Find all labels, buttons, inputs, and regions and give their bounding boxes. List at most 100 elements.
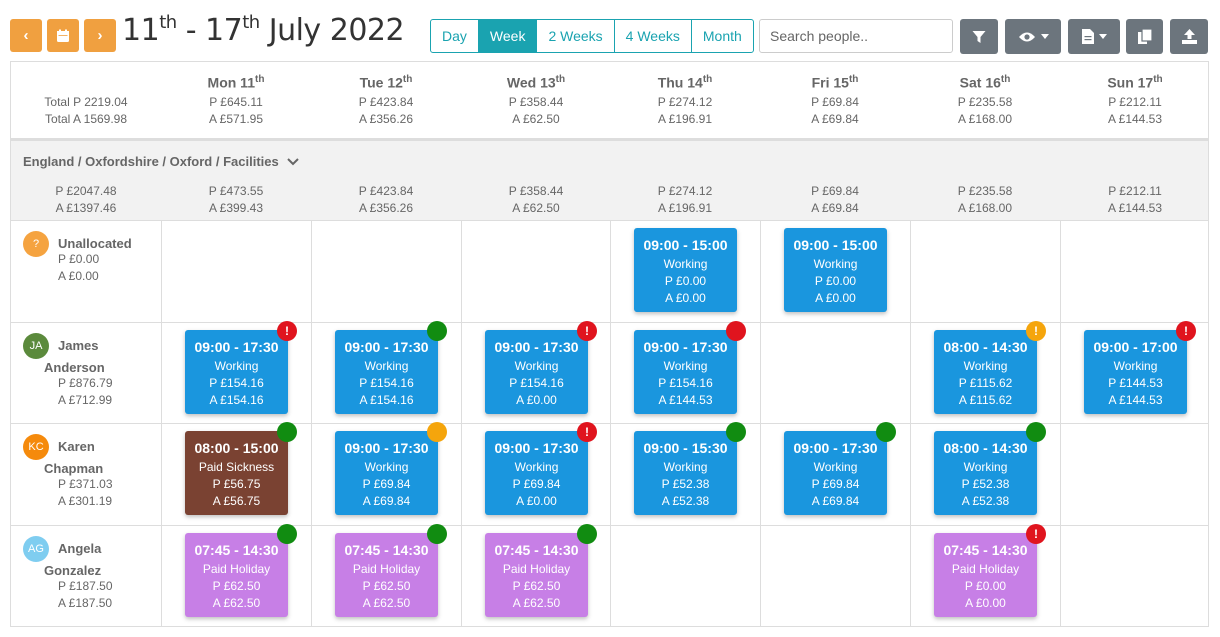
- next-week-button[interactable]: ›: [84, 19, 116, 52]
- search-input[interactable]: [759, 19, 953, 53]
- day-cell[interactable]: [610, 221, 760, 322]
- day-cell[interactable]: [610, 526, 760, 626]
- section-day-totals: P £235.58 A £168.00: [910, 183, 1060, 217]
- person-actual: A £712.99: [58, 393, 113, 407]
- shift-card[interactable]: 09:00 - 17:30 Working P £69.84 A £69.84: [335, 431, 438, 515]
- warning-icon[interactable]: !: [1026, 321, 1046, 341]
- shift-card[interactable]: 09:00 - 17:30 Working P £69.84 A £69.84: [784, 431, 887, 515]
- status-error-icon[interactable]: [726, 321, 746, 341]
- day-cell[interactable]: [461, 323, 611, 423]
- shift-card[interactable]: 09:00 - 17:30 Working P £154.16 A £144.53: [634, 330, 737, 414]
- day-cell[interactable]: [161, 221, 311, 322]
- shift-card[interactable]: 07:45 - 14:30 Paid Holiday P £0.00 A £0.00: [934, 533, 1037, 617]
- shift-planned: P £0.00: [814, 274, 857, 288]
- section-day-planned: P £423.84: [358, 184, 414, 198]
- filter-button[interactable]: [960, 19, 998, 54]
- shift-actual: A £0.00: [965, 596, 1006, 610]
- alert-icon[interactable]: !: [1026, 524, 1046, 544]
- day-cell[interactable]: [311, 424, 461, 525]
- status-ok-icon[interactable]: [277, 524, 297, 544]
- publish-button[interactable]: [1170, 19, 1208, 54]
- day-cell[interactable]: [760, 323, 910, 423]
- shift-type: Working: [813, 460, 858, 474]
- upload-icon: [1181, 29, 1197, 44]
- day-planned: P £235.58: [957, 95, 1013, 109]
- alert-icon[interactable]: !: [577, 321, 597, 341]
- export-dropdown-button[interactable]: [1068, 19, 1120, 54]
- day-cell[interactable]: [760, 424, 910, 525]
- day-cell[interactable]: [1060, 221, 1208, 322]
- status-ok-icon[interactable]: [427, 524, 447, 544]
- shift-card[interactable]: 08:00 - 14:30 Working P £115.62 A £115.62: [934, 330, 1037, 414]
- alert-icon[interactable]: !: [1176, 321, 1196, 341]
- status-ok-icon[interactable]: [876, 422, 896, 442]
- day-cell[interactable]: [910, 526, 1060, 626]
- copy-button[interactable]: [1126, 19, 1163, 54]
- day-cell[interactable]: [311, 526, 461, 626]
- day-cell[interactable]: [910, 323, 1060, 423]
- day-cell[interactable]: [910, 221, 1060, 322]
- day-cell[interactable]: [1060, 526, 1208, 626]
- day-cell[interactable]: [1060, 424, 1208, 525]
- shift-planned: P £69.84: [811, 477, 860, 491]
- shift-card[interactable]: 07:45 - 14:30 Paid Holiday P £62.50 A £62.5…: [335, 533, 438, 617]
- section-day-actual: A £62.50: [512, 201, 560, 215]
- section-total-planned: P £2047.48: [55, 184, 117, 198]
- shift-card[interactable]: 08:00 - 14:30 Working P £52.38 A £52.38: [934, 431, 1037, 515]
- day-cell[interactable]: [461, 526, 611, 626]
- alert-icon[interactable]: !: [277, 321, 297, 341]
- view-week-button[interactable]: Week: [478, 20, 538, 52]
- prev-week-button[interactable]: ‹: [10, 19, 42, 52]
- day-cell[interactable]: [610, 323, 760, 423]
- status-ok-icon[interactable]: [277, 422, 297, 442]
- status-ok-icon[interactable]: [1026, 422, 1046, 442]
- shift-card[interactable]: 09:00 - 15:30 Working P £52.38 A £52.38: [634, 431, 737, 515]
- section-day-planned: P £69.84: [811, 184, 859, 198]
- view-month-button[interactable]: Month: [702, 28, 742, 44]
- visibility-dropdown-button[interactable]: [1005, 19, 1061, 54]
- person-planned: P £187.50: [58, 579, 113, 593]
- shift-card[interactable]: 09:00 - 17:00 Working P £144.53 A £144.53: [1084, 330, 1187, 414]
- shift-type: Paid Holiday: [352, 562, 421, 576]
- day-cell[interactable]: [760, 221, 910, 322]
- calendar-button[interactable]: [47, 19, 79, 52]
- shift-card[interactable]: 07:45 - 14:30 Paid Holiday P £62.50 A £62.5…: [485, 533, 588, 617]
- shift-card[interactable]: 09:00 - 17:30 Working P £154.16 A £154.16: [335, 330, 438, 414]
- shift-card[interactable]: 09:00 - 15:00 Working P £0.00 A £0.00: [634, 228, 737, 312]
- status-warning-icon[interactable]: [427, 422, 447, 442]
- status-ok-icon[interactable]: [577, 524, 597, 544]
- day-cell[interactable]: [760, 526, 910, 626]
- shift-planned: P £56.75: [212, 477, 261, 491]
- shift-card[interactable]: 08:00 - 15:00 Paid Sickness P £56.75 A £56.…: [185, 431, 288, 515]
- view-4-weeks-button[interactable]: 4 Weeks: [615, 20, 692, 52]
- shift-card[interactable]: 09:00 - 17:30 Working P £69.84 A £0.00: [485, 431, 588, 515]
- day-cell[interactable]: [610, 424, 760, 525]
- day-cell[interactable]: [161, 323, 311, 423]
- status-ok-icon[interactable]: [726, 422, 746, 442]
- day-name: Tue 12th: [359, 74, 413, 91]
- shift-time: 09:00 - 17:00: [1093, 339, 1178, 355]
- day-cell[interactable]: [161, 424, 311, 525]
- day-cell[interactable]: [311, 323, 461, 423]
- day-cell[interactable]: [910, 424, 1060, 525]
- shift-actual: A £62.50: [212, 596, 261, 610]
- day-cell[interactable]: [1060, 323, 1208, 423]
- section-header[interactable]: England / Oxfordshire / Oxford / Facilit…: [23, 154, 299, 169]
- shift-actual: A £52.38: [961, 494, 1010, 508]
- day-cell[interactable]: [461, 221, 611, 322]
- day-cell[interactable]: [161, 526, 311, 626]
- calendar-icon: [57, 29, 69, 42]
- shift-type: Working: [663, 460, 708, 474]
- day-cell[interactable]: [311, 221, 461, 322]
- view-2-weeks-button[interactable]: 2 Weeks: [537, 20, 615, 52]
- shift-card[interactable]: 09:00 - 17:30 Working P £154.16 A £0.00: [485, 330, 588, 414]
- day-cell[interactable]: [461, 424, 611, 525]
- status-ok-icon[interactable]: [427, 321, 447, 341]
- shift-card[interactable]: 07:45 - 14:30 Paid Holiday P £62.50 A £62.5…: [185, 533, 288, 617]
- shift-card[interactable]: 09:00 - 15:00 Working P £0.00 A £0.00: [784, 228, 887, 312]
- shift-planned: P £154.16: [509, 376, 564, 390]
- alert-icon[interactable]: !: [577, 422, 597, 442]
- day-planned: P £423.84: [358, 95, 414, 109]
- view-day-button[interactable]: Day: [431, 20, 479, 52]
- shift-card[interactable]: 09:00 - 17:30 Working P £154.16 A £154.16: [185, 330, 288, 414]
